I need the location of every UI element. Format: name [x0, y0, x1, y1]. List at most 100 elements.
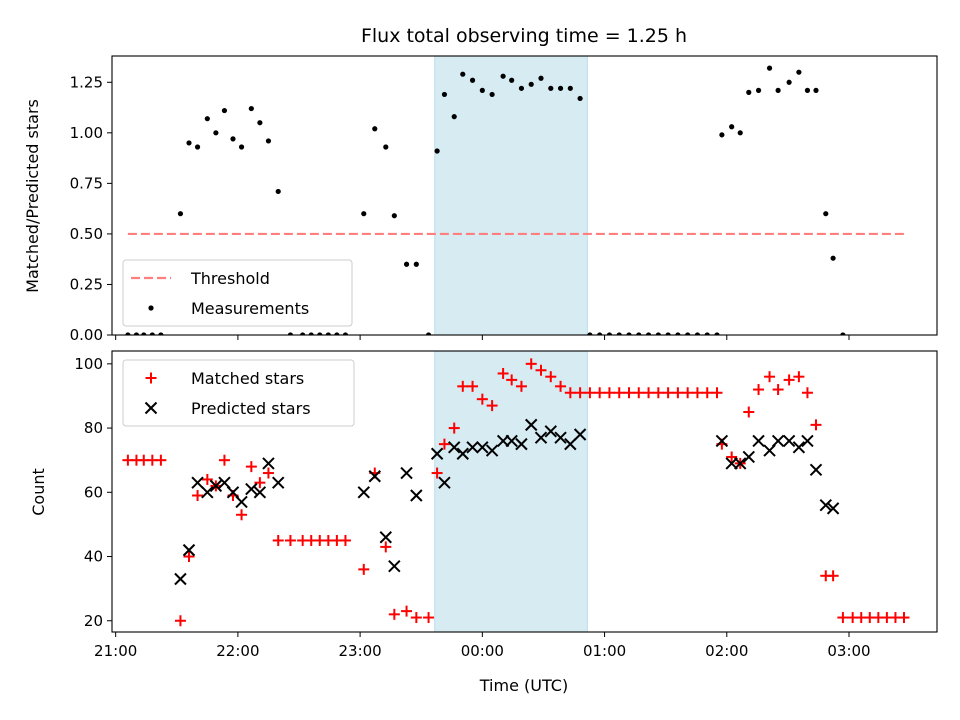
- predicted-star-stroke-b: [809, 463, 823, 477]
- measurement-point: [796, 69, 802, 75]
- predicted-star-marker: [438, 476, 451, 489]
- plot-area: [125, 56, 904, 335]
- predicted-star-stroke-b: [191, 476, 204, 489]
- predicted-star-marker: [201, 486, 214, 499]
- measurement-point: [840, 332, 846, 335]
- matched-star-marker: [672, 387, 684, 399]
- predicted-star-marker: [525, 418, 538, 432]
- predicted-star-marker: [285, 679, 296, 690]
- measurement-point: [685, 332, 691, 335]
- matched-star-marker: [711, 387, 723, 399]
- matched-star-marker: [497, 367, 509, 379]
- measurement-point: [509, 77, 515, 83]
- predicted-star-stroke-b: [742, 450, 755, 464]
- measurement-point: [194, 144, 201, 150]
- x-tick-label: 00:00: [461, 642, 504, 660]
- matched-star-marker: [423, 612, 435, 624]
- observing-window-shade: [434, 351, 588, 632]
- measurement-point: [325, 332, 331, 335]
- predicted-star-stroke-b: [525, 418, 538, 432]
- predicted-star-marker: [801, 434, 814, 448]
- measurement-point: [755, 87, 762, 93]
- measurement-point: [451, 114, 457, 120]
- matched-star-marker: [192, 490, 204, 502]
- matched-star-marker: [810, 419, 822, 431]
- matched-star-marker: [594, 387, 606, 399]
- predicted-star-marker: [272, 476, 285, 489]
- y-tick-label: 40: [84, 548, 103, 566]
- x-tick-label: 02:00: [705, 642, 748, 660]
- measurement-point: [308, 332, 314, 335]
- predicted-star-stroke-b: [235, 495, 248, 509]
- plot-frame: [111, 350, 938, 633]
- predicted-star-marker: [209, 479, 223, 493]
- predicted-star-stroke-b: [466, 441, 479, 454]
- matched-star-marker: [388, 608, 400, 620]
- predicted-star-stroke-b: [505, 434, 518, 448]
- predicted-star-stroke-b: [485, 444, 499, 457]
- predicted-star-stroke-b: [226, 486, 240, 499]
- predicted-star-marker: [191, 476, 204, 489]
- matched-star-marker: [254, 477, 266, 489]
- predicted-star-stroke-b: [554, 431, 567, 444]
- predicted-star-stroke-b: [771, 434, 785, 448]
- predicted-star-stroke-b: [272, 476, 285, 489]
- measurement-point: [238, 144, 245, 150]
- measurement-point: [361, 211, 367, 217]
- predicted-star-stroke-b: [456, 447, 469, 460]
- y-tick-label: 20: [84, 612, 103, 630]
- matched-star-marker: [898, 612, 910, 624]
- predicted-star-stroke-b: [245, 482, 258, 496]
- measurement-point: [548, 85, 554, 91]
- y-tick-label: 100: [74, 355, 103, 373]
- measurement-point: [149, 332, 155, 335]
- predicted-star-stroke-b: [534, 431, 548, 444]
- measurement-point: [141, 332, 147, 335]
- measurement-point: [528, 81, 534, 87]
- measurement-point: [557, 85, 564, 91]
- predicted-star-stroke-b: [388, 559, 401, 573]
- predicted-star-marker: [564, 437, 577, 451]
- matched-star-marker: [772, 384, 784, 396]
- matched-star-marker: [764, 371, 776, 383]
- y-tick-label: 0.00: [70, 326, 103, 344]
- y-tick-label: 0.25: [70, 275, 103, 293]
- predicted-star-stroke-b: [801, 434, 814, 448]
- measurement-point: [186, 140, 192, 146]
- predicted-star-marker: [573, 428, 587, 441]
- predicted-star-marker: [182, 543, 196, 557]
- predicted-star-stroke-b: [715, 434, 729, 448]
- predicted-star-stroke-b: [379, 531, 392, 544]
- measurement-point: [719, 132, 725, 138]
- matched-star-marker: [155, 454, 167, 466]
- predicted-star-stroke-b: [262, 457, 275, 470]
- predicted-star-marker: [837, 679, 848, 690]
- matched-star-marker: [555, 380, 567, 392]
- matched-star-marker: [574, 387, 586, 399]
- matched-star-marker: [457, 380, 469, 392]
- count-y-axis-label: Count: [29, 468, 48, 516]
- predicted-star-stroke-b: [819, 498, 832, 512]
- matched-star-marker: [535, 364, 547, 376]
- legend-predicted-swatch-b: [144, 401, 158, 415]
- ratio-panel: 0.00 0.25 0.50 0.75 1.00 1.25 Threshold Measure…: [70, 55, 938, 344]
- x-tick-label: 01:00: [583, 642, 626, 660]
- predicted-star-stroke-b: [218, 476, 231, 489]
- predicted-star-marker: [826, 502, 840, 515]
- x-axis-label: Time (UTC): [479, 676, 568, 695]
- measurement-point: [729, 124, 735, 130]
- predicted-star-stroke-b: [584, 679, 595, 690]
- matched-star-marker: [245, 461, 257, 473]
- matched-star-marker: [339, 534, 351, 546]
- measurement-point: [158, 332, 164, 335]
- predicted-star-stroke-b: [826, 502, 840, 515]
- predicted-star-marker: [742, 450, 755, 464]
- predicted-star-marker: [245, 482, 258, 496]
- predicted-star-stroke-b: [368, 470, 381, 483]
- predicted-star-marker: [456, 447, 469, 460]
- matched-star-marker: [410, 612, 422, 624]
- x-tick-label: 22:00: [216, 642, 259, 660]
- matched-star-marker: [827, 570, 839, 582]
- matched-star-marker: [506, 374, 518, 386]
